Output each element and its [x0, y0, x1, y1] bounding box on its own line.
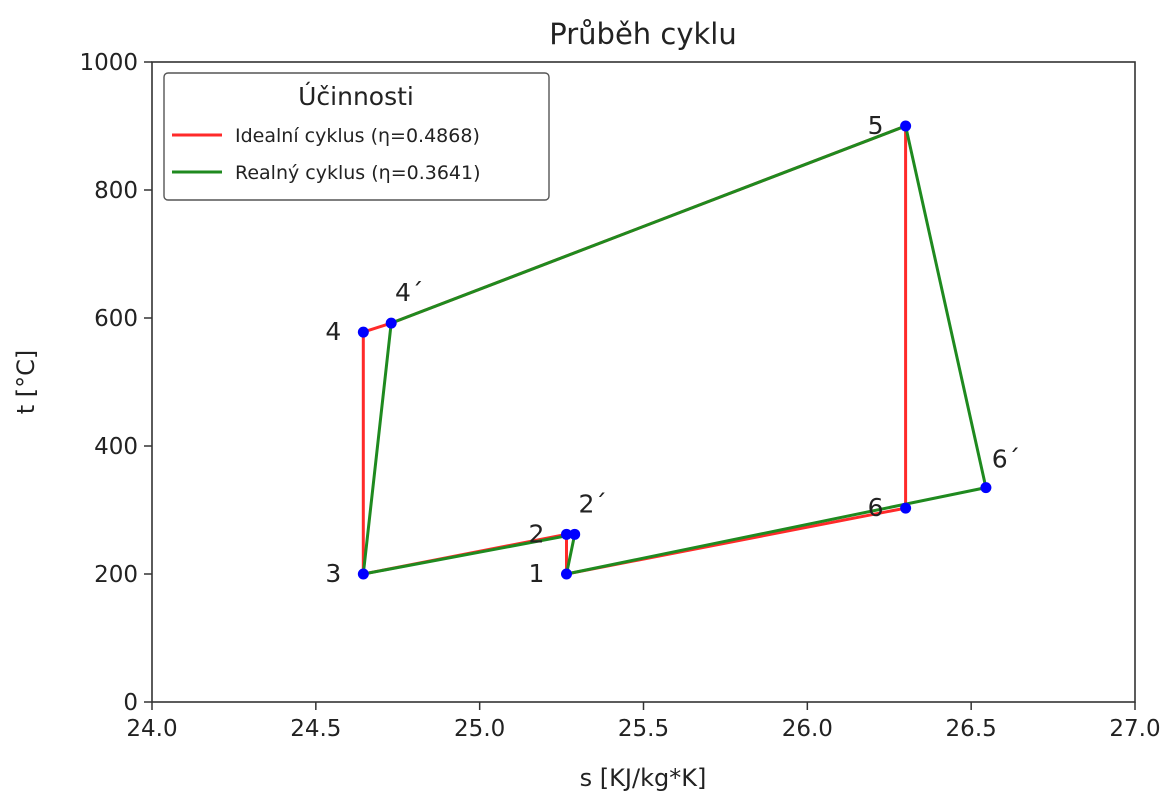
state-point-marker	[900, 120, 912, 132]
x-tick-label: 26.5	[946, 716, 997, 742]
y-axis-label: t [°C]	[12, 350, 40, 415]
x-axis-label: s [KJ/kg*K]	[580, 764, 707, 792]
state-point-marker	[560, 568, 572, 580]
state-point-marker	[980, 482, 992, 494]
state-point-marker	[560, 528, 572, 540]
x-tick-label: 25.0	[454, 716, 505, 742]
x-axis-ticks: 24.0 24.5 25.0 25.5 26.0 26.5 27.0	[126, 702, 1161, 742]
legend-box	[163, 72, 550, 201]
legend-title: Účinnosti	[298, 81, 414, 111]
state-point-marker	[900, 502, 912, 514]
point-label: 2´	[578, 489, 606, 518]
state-point-marker	[357, 568, 369, 580]
y-tick-label: 0	[123, 690, 138, 716]
y-tick-label: 1000	[79, 50, 138, 76]
state-point-marker	[357, 326, 369, 338]
legend: Účinnosti Idealní cyklus (η=0.4868) Real…	[163, 72, 550, 201]
legend-label-ideal: Idealní cyklus (η=0.4868)	[235, 125, 480, 147]
point-label: 6	[868, 493, 884, 522]
point-label: 4´	[395, 278, 423, 307]
chart-title: Průběh cyklu	[549, 17, 736, 51]
point-label: 4	[325, 317, 341, 346]
x-tick-label: 26.0	[782, 716, 833, 742]
point-label: 2	[529, 519, 545, 548]
x-tick-label: 27.0	[1109, 716, 1160, 742]
y-tick-label: 600	[94, 306, 138, 332]
legend-label-real: Realný cyklus (η=0.3641)	[235, 162, 481, 184]
plot-area: 1 2 2´ 3 4 4´ 5 6 6´	[325, 111, 1020, 588]
state-point-marker	[385, 317, 397, 329]
x-tick-label: 25.5	[618, 716, 669, 742]
point-label: 3	[325, 559, 341, 588]
state-point-marker	[569, 528, 581, 540]
point-label: 5	[868, 111, 884, 140]
x-tick-label: 24.5	[290, 716, 341, 742]
y-tick-label: 200	[94, 562, 138, 588]
point-label: 6´	[992, 445, 1020, 474]
x-tick-label: 24.0	[126, 716, 177, 742]
y-tick-label: 400	[94, 434, 138, 460]
point-label: 1	[529, 559, 545, 588]
y-axis-ticks: 0 200 400 600 800 1000	[79, 50, 152, 716]
y-tick-label: 800	[94, 178, 138, 204]
